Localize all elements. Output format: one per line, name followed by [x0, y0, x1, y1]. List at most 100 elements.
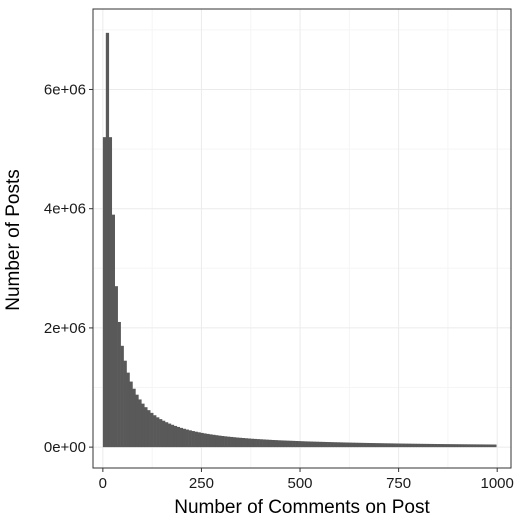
histogram-bar: [360, 442, 364, 448]
x-tick-label: 500: [288, 475, 313, 492]
histogram-bar: [312, 441, 317, 448]
histogram-bar: [135, 394, 139, 448]
histogram-bar: [170, 424, 175, 448]
x-tick-label: 1000: [481, 475, 514, 492]
histogram-bar: [280, 440, 284, 448]
histogram-bar: [386, 443, 391, 448]
histogram-bar: [182, 428, 186, 448]
histogram-bar: [354, 442, 358, 448]
histogram-bar: [428, 443, 432, 448]
histogram-bar: [141, 403, 145, 448]
histogram-bar: [120, 345, 124, 448]
histogram-bar: [227, 436, 231, 448]
histogram-bar: [425, 443, 429, 448]
histogram-bar: [419, 443, 423, 448]
histogram-bar: [490, 444, 494, 448]
histogram-bar: [351, 442, 355, 448]
histogram-bar: [244, 438, 249, 448]
histogram-bar: [162, 420, 166, 448]
histogram-bar: [250, 438, 254, 448]
histogram-bar: [442, 444, 447, 448]
histogram-bar: [366, 442, 370, 448]
histogram-bar: [235, 437, 240, 448]
histogram-bar: [203, 433, 207, 448]
histogram-bar: [306, 441, 311, 448]
histogram-bar: [138, 399, 142, 448]
histogram-bar: [153, 415, 157, 448]
x-axis-title: Number of Comments on Post: [174, 497, 430, 518]
histogram-bar: [345, 442, 349, 448]
histogram-bar: [389, 443, 393, 448]
histogram-bar: [194, 431, 198, 448]
histogram-bar: [126, 372, 130, 448]
histogram-bar: [377, 443, 382, 448]
histogram-bar: [241, 438, 246, 448]
histogram-bar: [173, 425, 178, 448]
histogram-bar: [206, 433, 210, 448]
histogram-bar: [380, 443, 385, 448]
histogram-bar: [289, 440, 293, 448]
histogram-bar: [230, 436, 234, 448]
histogram-bar: [395, 443, 399, 448]
histogram-bar: [401, 443, 405, 448]
histogram-bar: [333, 442, 337, 448]
histogram-bar: [200, 432, 204, 448]
histogram-bar: [212, 434, 216, 448]
histogram-bar: [147, 410, 151, 448]
histogram-bar: [431, 443, 435, 448]
y-axis: 0e+00 2e+06 4e+06 6e+06: [44, 81, 93, 456]
histogram-bar: [371, 443, 376, 448]
histogram-bar: [277, 440, 281, 448]
histogram-bar: [374, 443, 379, 448]
histogram-bar: [150, 412, 154, 448]
histogram-bar: [301, 441, 305, 448]
histogram-bar: [283, 440, 287, 448]
histogram-bar: [123, 360, 127, 448]
histogram-bar: [324, 441, 328, 448]
histogram-bar: [156, 417, 160, 448]
histogram-bar: [457, 444, 462, 448]
histogram-bar: [422, 443, 426, 448]
histogram-bar: [318, 441, 323, 448]
histogram-bar: [221, 435, 225, 448]
histogram-bar: [466, 444, 470, 448]
histogram-bar: [167, 423, 172, 448]
y-tick-label: 4e+06: [44, 201, 86, 218]
histogram-bar: [185, 429, 189, 448]
histogram-bar: [472, 444, 476, 448]
x-tick-label: 250: [189, 475, 214, 492]
histogram-bar: [105, 32, 110, 448]
histogram-bar: [348, 442, 352, 448]
histogram-bar: [188, 430, 192, 448]
histogram-bar: [321, 441, 325, 448]
histogram-bar: [484, 444, 488, 448]
histogram-bar: [132, 388, 136, 448]
histogram-bar: [179, 427, 184, 448]
x-axis: 0 250 500 750 1000: [99, 468, 514, 492]
histogram-bar: [478, 444, 482, 448]
histogram-bar: [437, 444, 441, 448]
histogram-bar: [434, 443, 438, 448]
histogram-bar: [238, 437, 243, 448]
histogram-bar: [469, 444, 473, 448]
histogram-bar: [159, 419, 163, 448]
histogram-bar: [117, 321, 121, 448]
histogram-bar: [363, 442, 367, 448]
histogram-bar: [111, 214, 115, 448]
histogram-bar: [164, 422, 169, 448]
histogram-bar: [271, 439, 275, 448]
panel-border: [92, 8, 512, 469]
x-tick-label: 0: [99, 475, 107, 492]
histogram-bar: [398, 443, 402, 448]
y-tick-label: 6e+06: [44, 81, 86, 98]
histogram-bar: [327, 442, 331, 448]
histogram-bar: [253, 438, 257, 448]
histogram-bar: [256, 439, 260, 448]
histogram-bar: [463, 444, 467, 448]
histogram-bar: [268, 439, 272, 448]
histogram-bar: [336, 442, 340, 448]
y-tick-label: 2e+06: [44, 320, 86, 337]
histogram-bar: [224, 436, 228, 448]
histogram-bar: [197, 432, 201, 448]
